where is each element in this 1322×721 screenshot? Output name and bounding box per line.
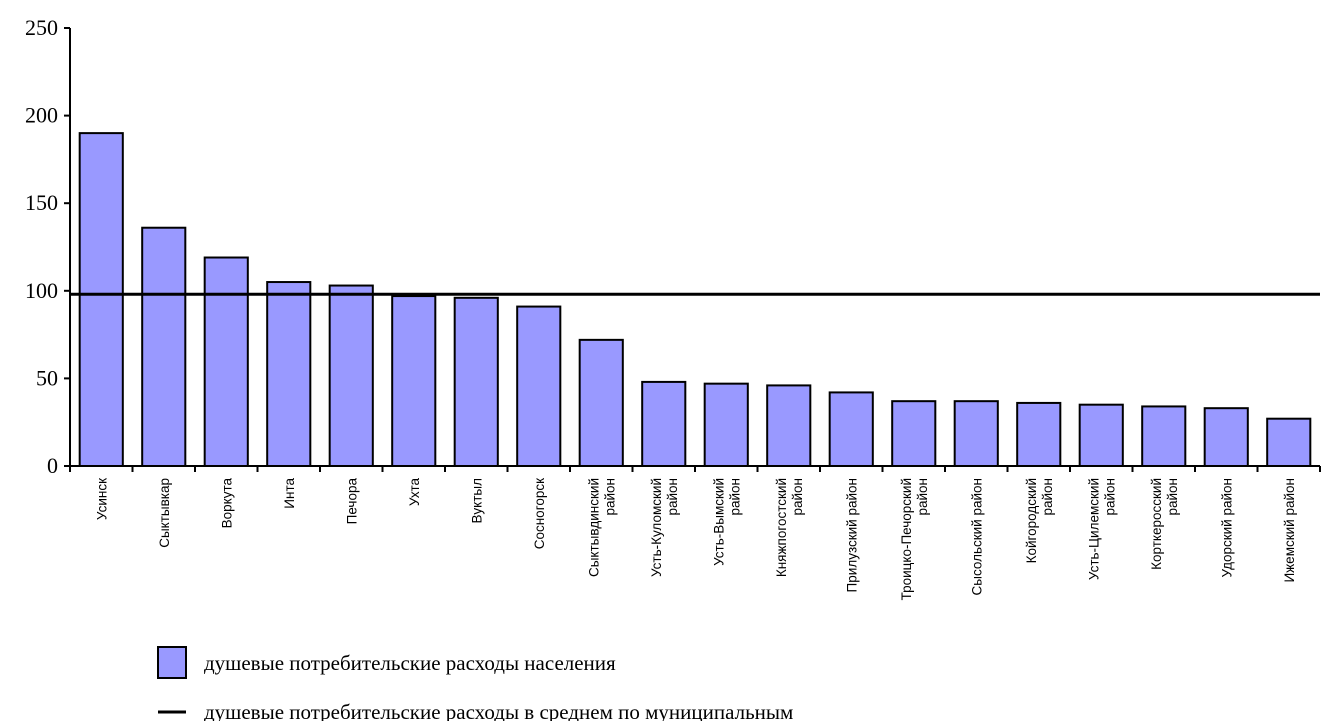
category-label: Сысольский район: [969, 478, 984, 596]
y-tick-label: 200: [25, 103, 58, 128]
category-label: район: [727, 478, 742, 516]
y-tick-label: 250: [25, 15, 58, 40]
category-label: Прилузский район: [844, 478, 859, 592]
bar: [391, 295, 437, 467]
bar: [78, 132, 124, 467]
y-tick-label: 100: [25, 278, 58, 303]
legend-line-label: душевые потребительские расходы в средне…: [204, 700, 793, 721]
category-label: Троицко-Печорский: [899, 478, 914, 600]
bar: [203, 256, 249, 467]
legend-bar-label: душевые потребительские расходы населени…: [204, 651, 616, 675]
category-label: Корткеросский: [1149, 478, 1164, 570]
bar: [1078, 403, 1124, 467]
bar: [328, 284, 374, 467]
bar: [266, 281, 312, 468]
category-label: Воркута: [219, 478, 234, 529]
bar: [141, 226, 187, 467]
category-label: район: [1102, 478, 1117, 516]
category-label: район: [1165, 478, 1180, 516]
bar: [953, 400, 999, 467]
category-label: район: [665, 478, 680, 516]
y-tick-label: 0: [47, 453, 58, 478]
bar: [766, 384, 812, 467]
category-label: Печора: [344, 478, 359, 525]
bar: [1266, 417, 1312, 468]
bar: [828, 391, 874, 467]
category-label: Усть-Куломский: [649, 478, 664, 577]
legend: душевые потребительские расходы населени…: [157, 646, 793, 721]
category-label: район: [1040, 478, 1055, 516]
category-label: Усинск: [94, 478, 109, 520]
category-label: Ижемский район: [1282, 478, 1297, 583]
y-tick-label: 50: [36, 365, 58, 390]
y-axis: 0 50 100 150 200 250: [25, 15, 71, 478]
category-label: Сыктывкар: [157, 478, 172, 548]
category-label: Удорский район: [1219, 478, 1234, 577]
category-label: Вуктыл: [469, 478, 484, 523]
bar: [516, 305, 562, 467]
category-label: район: [602, 478, 617, 516]
x-axis: Усинск Сыктывкар Воркута Инта Печора Ухта Вукт…: [69, 465, 1321, 600]
category-label: Сыктывдинский: [586, 478, 601, 577]
y-tick-label: 150: [25, 190, 58, 215]
bar: [578, 338, 624, 467]
bars: [78, 132, 1312, 468]
bar: [641, 380, 687, 467]
bar: [703, 382, 749, 468]
category-label: Сосногорск: [532, 478, 547, 549]
category-label: Усть-Вымский: [711, 478, 726, 566]
category-label: Койгородский: [1024, 478, 1039, 563]
category-label: Инта: [282, 478, 297, 509]
category-label: район: [790, 478, 805, 516]
bar: [1203, 407, 1249, 467]
category-label: Усть-Цилемский: [1086, 478, 1101, 580]
category-label: Княжпогостский: [774, 478, 789, 577]
category-label: Ухта: [407, 478, 422, 507]
bar: [891, 400, 937, 467]
bar: [1141, 405, 1187, 468]
bar: [1016, 401, 1062, 468]
category-label: район: [915, 478, 930, 516]
bar: [453, 296, 499, 468]
legend-bar-swatch: [157, 646, 187, 679]
